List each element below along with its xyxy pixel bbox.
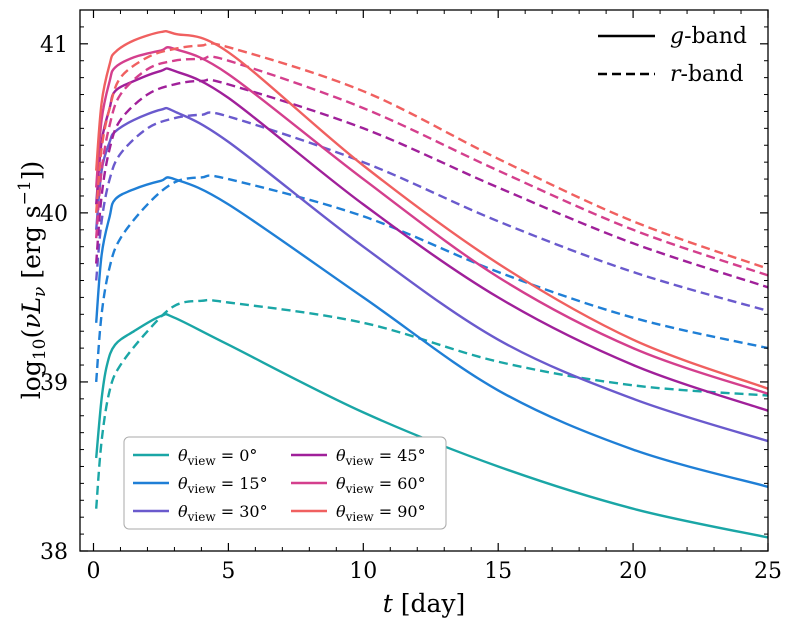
legend-label: θview = 60° bbox=[336, 474, 426, 496]
x-tick-label: 25 bbox=[754, 559, 782, 584]
x-tick-label: 15 bbox=[484, 559, 512, 584]
legend-label: θview = 90° bbox=[336, 502, 426, 524]
series-4-r-band-line bbox=[95, 55, 769, 277]
legend-label: θview = 15° bbox=[178, 474, 268, 496]
legend-label: θview = 0° bbox=[178, 446, 257, 468]
r-band-label: r-band bbox=[670, 62, 743, 87]
series-3-g-band-line bbox=[95, 67, 769, 412]
series-5-r-band-line bbox=[95, 42, 769, 270]
g-band-label: g-band bbox=[670, 24, 747, 49]
x-axis-label: t [day] bbox=[383, 589, 466, 618]
legend-label: θview = 30° bbox=[178, 502, 268, 524]
series-3-r-band-line bbox=[95, 78, 769, 289]
series-legend: θview = 0° θview = 15° θview = 30° θview = … bbox=[123, 436, 447, 530]
y-tick-label: 38 bbox=[40, 540, 68, 565]
series-legend-box bbox=[123, 436, 447, 530]
series-0-r-band-line bbox=[95, 298, 769, 509]
x-tick-label: 0 bbox=[86, 559, 100, 584]
ticks-layer: 0 5 10 15 20 25 38 39 40 41 bbox=[40, 9, 782, 584]
series-5-g-band-line bbox=[95, 29, 769, 390]
series-2-g-band-line bbox=[95, 106, 769, 443]
x-tick-label: 5 bbox=[221, 559, 235, 584]
series-2-r-band-line bbox=[95, 111, 769, 313]
curves-layer bbox=[95, 29, 769, 539]
series-1-g-band-line bbox=[95, 176, 769, 488]
y-axis-label: log10(νLν [erg s−1]) bbox=[15, 161, 50, 399]
series-0-g-band-line bbox=[95, 312, 769, 539]
y-tick-label: 41 bbox=[40, 33, 68, 58]
series-1-r-band-line bbox=[95, 174, 769, 382]
y-tick-label: 40 bbox=[40, 202, 68, 227]
x-tick-label: 20 bbox=[619, 559, 647, 584]
y-tick-label: 39 bbox=[40, 371, 68, 396]
x-tick-label: 10 bbox=[349, 559, 377, 584]
style-legend: g-band r-band bbox=[598, 24, 747, 87]
legend-label: θview = 45° bbox=[336, 446, 426, 468]
series-4-g-band-line bbox=[95, 46, 769, 395]
